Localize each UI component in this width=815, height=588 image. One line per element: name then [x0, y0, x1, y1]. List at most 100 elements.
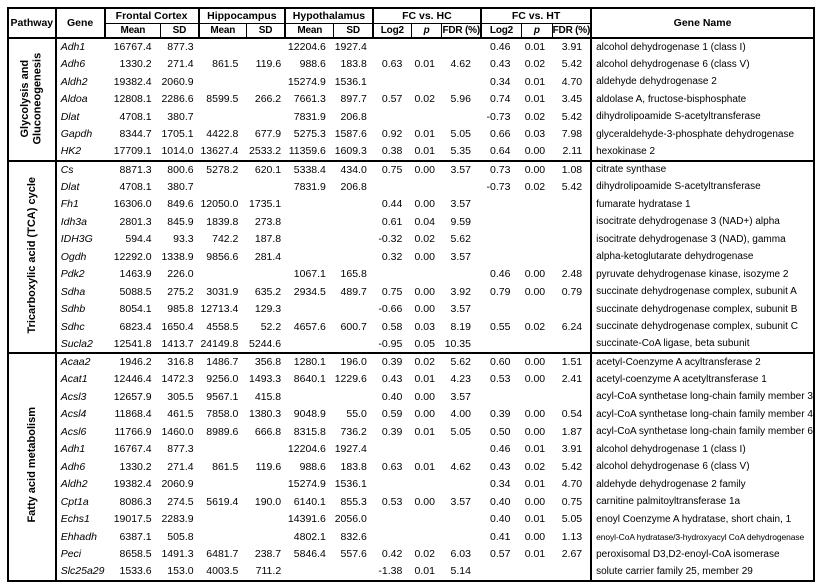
ht-mean-cell: 988.6: [299, 58, 326, 71]
gene-symbol: Adh6: [60, 460, 86, 473]
fchc-p-cell: 0.05: [414, 337, 435, 350]
fchc-fdr-cell: 3.92: [450, 285, 471, 298]
header-row-groups: Pathway Gene Frontal Cortex Hippocampus …: [7, 7, 815, 39]
ht-mean-cell: [285, 231, 334, 249]
fcht-fdr-cell: 4.70: [561, 75, 583, 88]
hc-mean-cell: 5278.2: [206, 163, 239, 176]
fcht-fdr-cell: 5.05: [561, 513, 583, 526]
fcht-p-cell: 0.00: [524, 530, 546, 543]
fchc-p-cell: [411, 511, 442, 529]
fcht-log2-cell: 0.46: [490, 443, 511, 456]
ht-sd-cell: 55.0: [346, 408, 367, 421]
fchc-log2-cell: -1.38: [378, 565, 403, 578]
gene-symbol: Slc25a29: [60, 565, 105, 578]
fcht-p-cell: 0.01: [524, 548, 546, 561]
fchc-log2-cell: -0.95: [378, 337, 403, 350]
fc-mean-cell: 8658.5: [119, 548, 152, 561]
fc-mean-cell: 8871.3: [119, 163, 152, 176]
fcht-fdr-cell: 1.87: [561, 425, 583, 438]
ht-sd-cell: [334, 388, 373, 406]
hc-mean-cell: [199, 73, 247, 91]
hc-mean-cell: [199, 528, 247, 546]
ht-sd-cell: [334, 563, 373, 581]
fc-sd-cell: 271.4: [167, 460, 194, 473]
table-row: Acat1 12446.4 1472.3 9256.0 1493.3 8640.1 1229…: [8, 370, 814, 388]
gene-symbol: Fh1: [60, 198, 79, 211]
fc-mean-cell: 8344.7: [119, 128, 152, 141]
table-row: Sdhb 8054.1 985.8 12713.4 129.3 -0.66 0.00 3.57…: [8, 300, 814, 319]
hc-sd-cell: 356.8: [254, 356, 282, 369]
hc-mean-cell: 12050.0: [200, 198, 239, 211]
gene-name: citrate synthase: [590, 160, 814, 178]
hc-sd-cell: 266.2: [254, 93, 282, 106]
hc-sd-cell: 2533.2: [249, 145, 282, 158]
table-row: Echs1 19017.5 2283.9 14391.6 2056.0 0.40 0.01 5…: [8, 510, 814, 529]
subheader-hc-sd: SD: [245, 22, 286, 39]
fcht-fdr-cell: 7.98: [561, 128, 583, 141]
pathway-label-cell: Glycolysis and Gluconeogenesis: [8, 38, 57, 161]
subheader-fchc-log2: Log2: [371, 22, 412, 39]
subheader-fc-mean: Mean: [103, 22, 162, 39]
fchc-p-cell: 0.02: [414, 356, 435, 369]
fchc-p-cell: 0.00: [414, 285, 435, 298]
hc-sd-cell: 281.4: [254, 250, 282, 263]
ht-mean-cell: 7831.9: [293, 180, 326, 193]
fcht-p-cell: 0.00: [524, 145, 546, 158]
ht-mean-cell: [285, 196, 334, 214]
col-header-gene: Gene: [54, 7, 105, 39]
table-row: Ehhadh 6387.1 505.8 4802.1 832.6 0.41 0.00 1.13…: [8, 528, 814, 546]
hc-sd-cell: [246, 528, 285, 546]
fchc-p-cell: 0.00: [414, 303, 435, 316]
ht-mean-cell: 5338.4: [293, 163, 326, 176]
fchc-log2-cell: 0.63: [381, 460, 403, 473]
fcht-log2-cell: [481, 301, 521, 319]
fchc-log2-cell: [373, 266, 411, 284]
subheader-fcht-log2: Log2: [479, 22, 522, 39]
gene-name: solute carrier family 25, member 29: [590, 563, 814, 581]
col-header-frontal-cortex: Frontal Cortex: [103, 7, 200, 24]
fchc-fdr-cell: 5.14: [450, 565, 471, 578]
subheader-fchc-fdr: FDR (%): [441, 22, 482, 39]
gene-name: dihydrolipoamide S-acetyltransferase: [590, 178, 814, 196]
fcht-log2-cell: 0.64: [490, 145, 511, 158]
fc-sd-cell: 1472.3: [161, 373, 194, 386]
fchc-log2-cell: -0.32: [378, 233, 403, 246]
fcht-fdr-cell: 5.42: [561, 180, 583, 193]
fcht-fdr-cell: 1.08: [561, 163, 583, 176]
fchc-fdr-cell: 3.57: [450, 303, 471, 316]
fchc-fdr-cell: 8.19: [450, 320, 471, 333]
gene-symbol: Ogdh: [60, 250, 87, 263]
fc-mean-cell: 1533.6: [119, 565, 152, 578]
fc-sd-cell: 226.0: [167, 268, 194, 281]
fc-mean-cell: 1946.2: [119, 356, 152, 369]
ht-sd-cell: 1609.3: [334, 145, 367, 158]
ht-sd-cell: 1927.4: [334, 41, 367, 54]
hc-mean-cell: [199, 108, 247, 126]
fcht-fdr-cell: [552, 336, 591, 354]
fc-sd-cell: 1491.3: [161, 548, 194, 561]
fcht-log2-cell: [481, 213, 521, 231]
fc-sd-cell: 316.8: [167, 356, 194, 369]
hc-sd-cell: 187.8: [254, 233, 282, 246]
fcht-log2-cell: 0.40: [490, 513, 511, 526]
fchc-fdr-cell: 4.00: [450, 408, 471, 421]
fcht-p-cell: 0.02: [524, 460, 546, 473]
fcht-log2-cell: 0.39: [490, 408, 511, 421]
hc-mean-cell: [199, 441, 247, 459]
fc-sd-cell: 505.8: [167, 530, 194, 543]
fcht-fdr-cell: [552, 196, 591, 214]
fchc-fdr-cell: 4.23: [450, 373, 471, 386]
fcht-p-cell: 0.00: [524, 163, 546, 176]
hc-sd-cell: 273.8: [254, 215, 282, 228]
hc-mean-cell: 4422.8: [206, 128, 239, 141]
table-row: Dlat 4708.1 380.7 7831.9 206.8 -0.73 0.02 5.42 d…: [8, 108, 814, 126]
fcht-p-cell: [521, 336, 552, 354]
gene-symbol: Adh1: [54, 38, 105, 56]
gene-symbol: Acsl6: [60, 425, 87, 438]
fcht-p-cell: [521, 196, 552, 214]
fc-sd-cell: 2060.9: [161, 478, 194, 491]
ht-sd-cell: 165.8: [340, 268, 367, 281]
hc-sd-cell: 1380.3: [249, 408, 282, 421]
gene-symbol: IDH3G: [60, 233, 93, 246]
fchc-fdr-cell: 4.62: [450, 58, 471, 71]
